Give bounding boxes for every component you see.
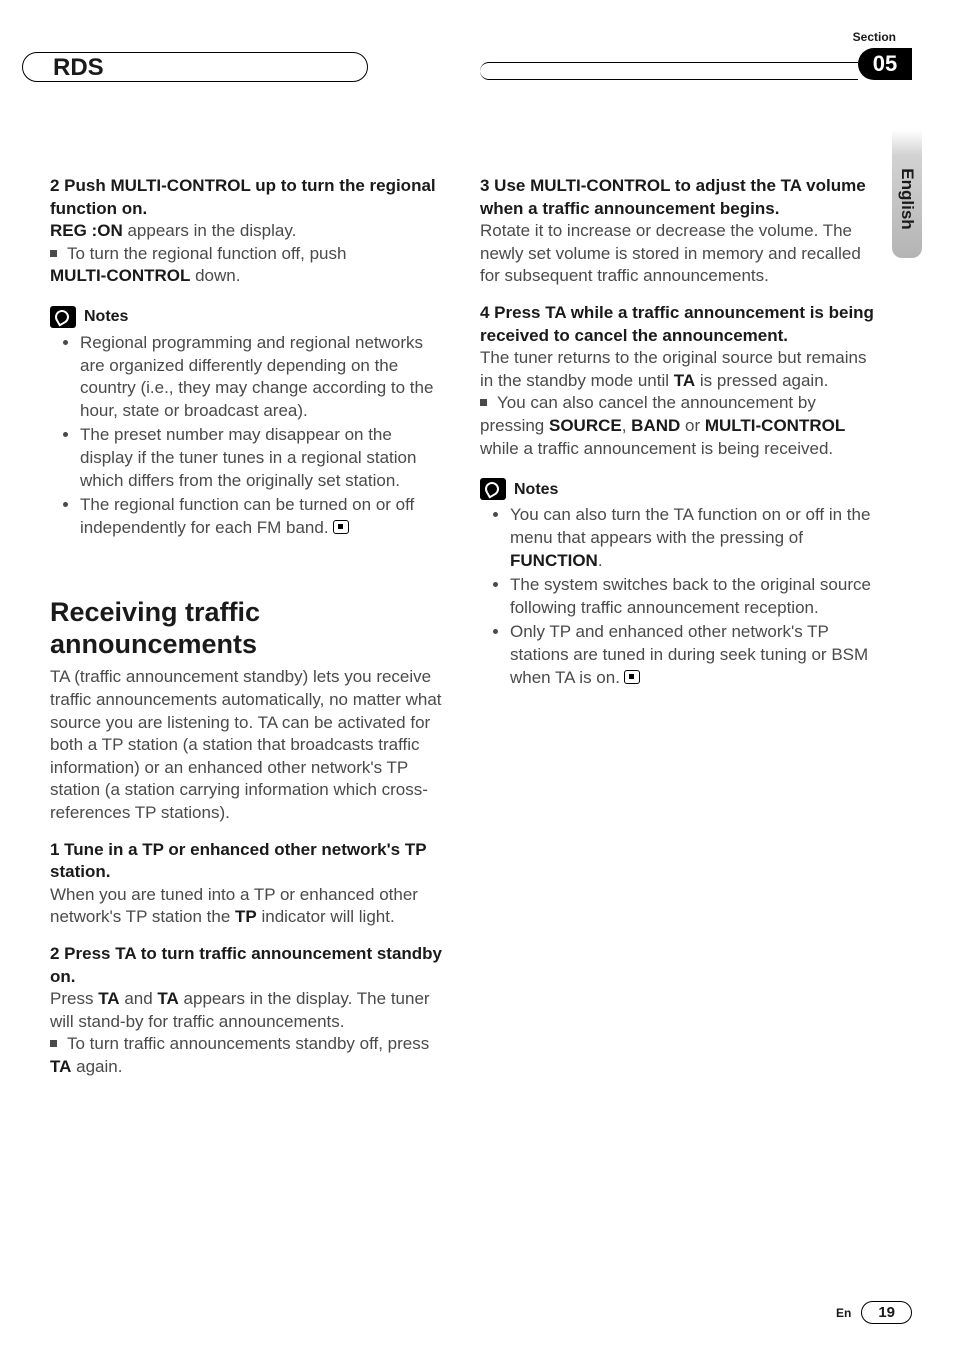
right-note-2: The system switches back to the original… bbox=[510, 574, 874, 619]
turn-off-line: To turn the regional function off, push bbox=[50, 243, 444, 266]
ta-intro: TA (traffic announcement standby) lets y… bbox=[50, 666, 444, 824]
pencil-icon bbox=[50, 306, 76, 328]
receiving-traffic-heading: Receiving traffic announcements bbox=[50, 596, 444, 661]
section-number-tab: 05 bbox=[858, 48, 912, 80]
chapter-title-pill: RDS bbox=[22, 52, 368, 82]
step-1-tune: 1 Tune in a TP or enhanced other network… bbox=[50, 839, 444, 929]
notes-title: Notes bbox=[84, 306, 128, 327]
footer-page-number: 19 bbox=[861, 1301, 912, 1324]
pencil-icon bbox=[480, 478, 506, 500]
square-bullet-icon bbox=[480, 399, 487, 406]
step-2-regional: 2 Push MULTI-CONTROL up to turn the regi… bbox=[50, 175, 444, 288]
right-note-3: Only TP and enhanced other network's TP … bbox=[510, 621, 874, 689]
left-notes-block: Notes Regional programming and regional … bbox=[50, 306, 444, 539]
step-2-press-ta: 2 Press TA to turn traffic announcement … bbox=[50, 943, 444, 1079]
language-side-label: English bbox=[897, 168, 917, 229]
left-note-1: Regional programming and regional networ… bbox=[80, 332, 444, 422]
end-mark-icon bbox=[624, 670, 640, 684]
footer-lang: En bbox=[836, 1306, 851, 1320]
right-notes-block: Notes You can also turn the TA function … bbox=[480, 478, 874, 689]
step-2l-off: To turn traffic announcements standby of… bbox=[50, 1033, 444, 1078]
page-header: Section 05 RDS bbox=[0, 0, 954, 90]
page-footer: En 19 bbox=[836, 1301, 912, 1324]
section-leader-line bbox=[480, 62, 858, 64]
notes-title-right: Notes bbox=[514, 479, 558, 500]
mc-down-line: MULTI-CONTROL down. bbox=[50, 265, 444, 288]
left-note-3: The regional function can be turned on o… bbox=[80, 494, 444, 539]
section-label: Section bbox=[853, 30, 896, 44]
left-notes-list: Regional programming and regional networ… bbox=[50, 332, 444, 539]
left-note-2: The preset number may disappear on the d… bbox=[80, 424, 444, 492]
cancel-line: You can also cancel the announcement by … bbox=[480, 392, 874, 460]
step-1-body: When you are tuned into a TP or enhanced… bbox=[50, 884, 444, 929]
square-bullet-icon bbox=[50, 250, 57, 257]
language-side-tab: English bbox=[892, 130, 922, 258]
step-2l-lead: 2 Press TA to turn traffic announcement … bbox=[50, 943, 444, 988]
step-4-body: The tuner returns to the original source… bbox=[480, 347, 874, 392]
square-bullet-icon bbox=[50, 1040, 57, 1047]
right-note-1: You can also turn the TA function on or … bbox=[510, 504, 874, 572]
right-notes-list: You can also turn the TA function on or … bbox=[480, 504, 874, 689]
step-2-lead: 2 Push MULTI-CONTROL up to turn the regi… bbox=[50, 175, 444, 220]
reg-on-line: REG :ON appears in the display. bbox=[50, 220, 444, 243]
end-mark-icon bbox=[333, 520, 349, 534]
step-3-lead: 3 Use MULTI-CONTROL to adjust the TA vol… bbox=[480, 175, 874, 220]
receiving-traffic-section: Receiving traffic announcements TA (traf… bbox=[50, 596, 444, 825]
step-4-lead: 4 Press TA while a traffic announcement … bbox=[480, 302, 874, 347]
content-columns: 2 Push MULTI-CONTROL up to turn the regi… bbox=[50, 175, 874, 1292]
step-3-volume: 3 Use MULTI-CONTROL to adjust the TA vol… bbox=[480, 175, 874, 288]
step-4-cancel: 4 Press TA while a traffic announcement … bbox=[480, 302, 874, 460]
reg-on-bold: REG :ON bbox=[50, 221, 123, 240]
step-3-body: Rotate it to increase or decrease the vo… bbox=[480, 220, 874, 288]
step-1-lead: 1 Tune in a TP or enhanced other network… bbox=[50, 839, 444, 884]
notes-heading-right: Notes bbox=[480, 478, 874, 500]
step-2l-body: Press TA and TA appears in the display. … bbox=[50, 988, 444, 1033]
notes-heading: Notes bbox=[50, 306, 444, 328]
